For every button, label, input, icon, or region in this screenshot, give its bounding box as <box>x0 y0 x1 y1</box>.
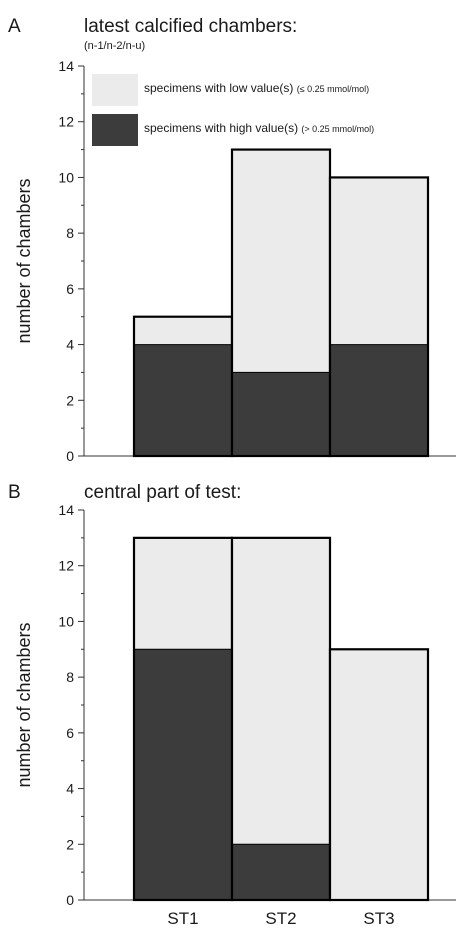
panel-b-xtick-label-st1: ST1 <box>167 909 198 928</box>
panel-a-bar-st3-high <box>330 344 428 456</box>
panel-b-title: central part of test: <box>84 482 241 503</box>
legend-swatch-low <box>92 74 138 106</box>
legend-label-high: specimens with high value(s) (> 0.25 mmo… <box>144 121 374 135</box>
panel-a-bar-st2-low <box>232 149 330 373</box>
panel-a-bar-st1-high <box>134 344 232 456</box>
legend-swatch-high <box>92 114 138 146</box>
panel-a-ytick-label: 6 <box>66 281 74 297</box>
panel-b-bar-st3-low <box>330 649 428 900</box>
panel-b-ytick-label: 12 <box>58 558 74 574</box>
panel-a-bar-outline-st3 <box>328 176 430 458</box>
panel-a-title: latest calcified chambers: <box>84 16 297 37</box>
panel-b-bar-st1-low <box>134 537 232 650</box>
panel-a-bar-st3-low <box>330 177 428 345</box>
panel-a-letter: A <box>8 16 21 37</box>
panel-b-ytick-label: 6 <box>66 725 74 741</box>
panel-a-bar-st1-low <box>134 316 232 345</box>
legend-label-low: specimens with low value(s) (≤ 0.25 mmol… <box>144 81 369 95</box>
panel-b-xtick-label-st3: ST3 <box>363 909 394 928</box>
panel-b-ytick-label: 10 <box>58 613 74 629</box>
panel-a-ytick-label: 14 <box>58 58 74 74</box>
legend-qualifier-low: (≤ 0.25 mmol/mol) <box>297 84 369 94</box>
panel-a-bar-st2-high <box>232 372 330 456</box>
panel-b-ytick-label: 2 <box>66 836 74 852</box>
panel-b-ytick-label: 8 <box>66 669 74 685</box>
panel-a-ytick-label: 4 <box>66 337 74 353</box>
panel-b-ytick-label: 4 <box>66 781 74 797</box>
panel-b-ytick-label: 0 <box>66 892 74 908</box>
panel-b-xtick-label-st2: ST2 <box>265 909 296 928</box>
panel-a-subtitle: (n-1/n-2/n-u) <box>84 40 145 52</box>
panel-a-ylabel: number of chambers <box>14 178 34 343</box>
panel-b-ylabel: number of chambers <box>14 622 34 787</box>
panel-b-ytick-label: 14 <box>58 502 74 518</box>
panel-a-ytick-label: 12 <box>58 114 74 130</box>
panel-a-ytick-label: 0 <box>66 448 74 464</box>
panel-a-ytick-label: 2 <box>66 392 74 408</box>
panel-b-letter: B <box>8 482 21 503</box>
panel-b-bar-st2-low <box>232 537 330 845</box>
panel-a-ytick-label: 10 <box>58 169 74 185</box>
panel-b-bar-st2-high <box>232 844 330 900</box>
legend-qualifier-high: (> 0.25 mmol/mol) <box>301 124 374 134</box>
panel-b-bar-st1-high <box>134 649 232 900</box>
panel-b-bar-outline-st3 <box>328 648 430 902</box>
panel-a-ytick-label: 8 <box>66 225 74 241</box>
